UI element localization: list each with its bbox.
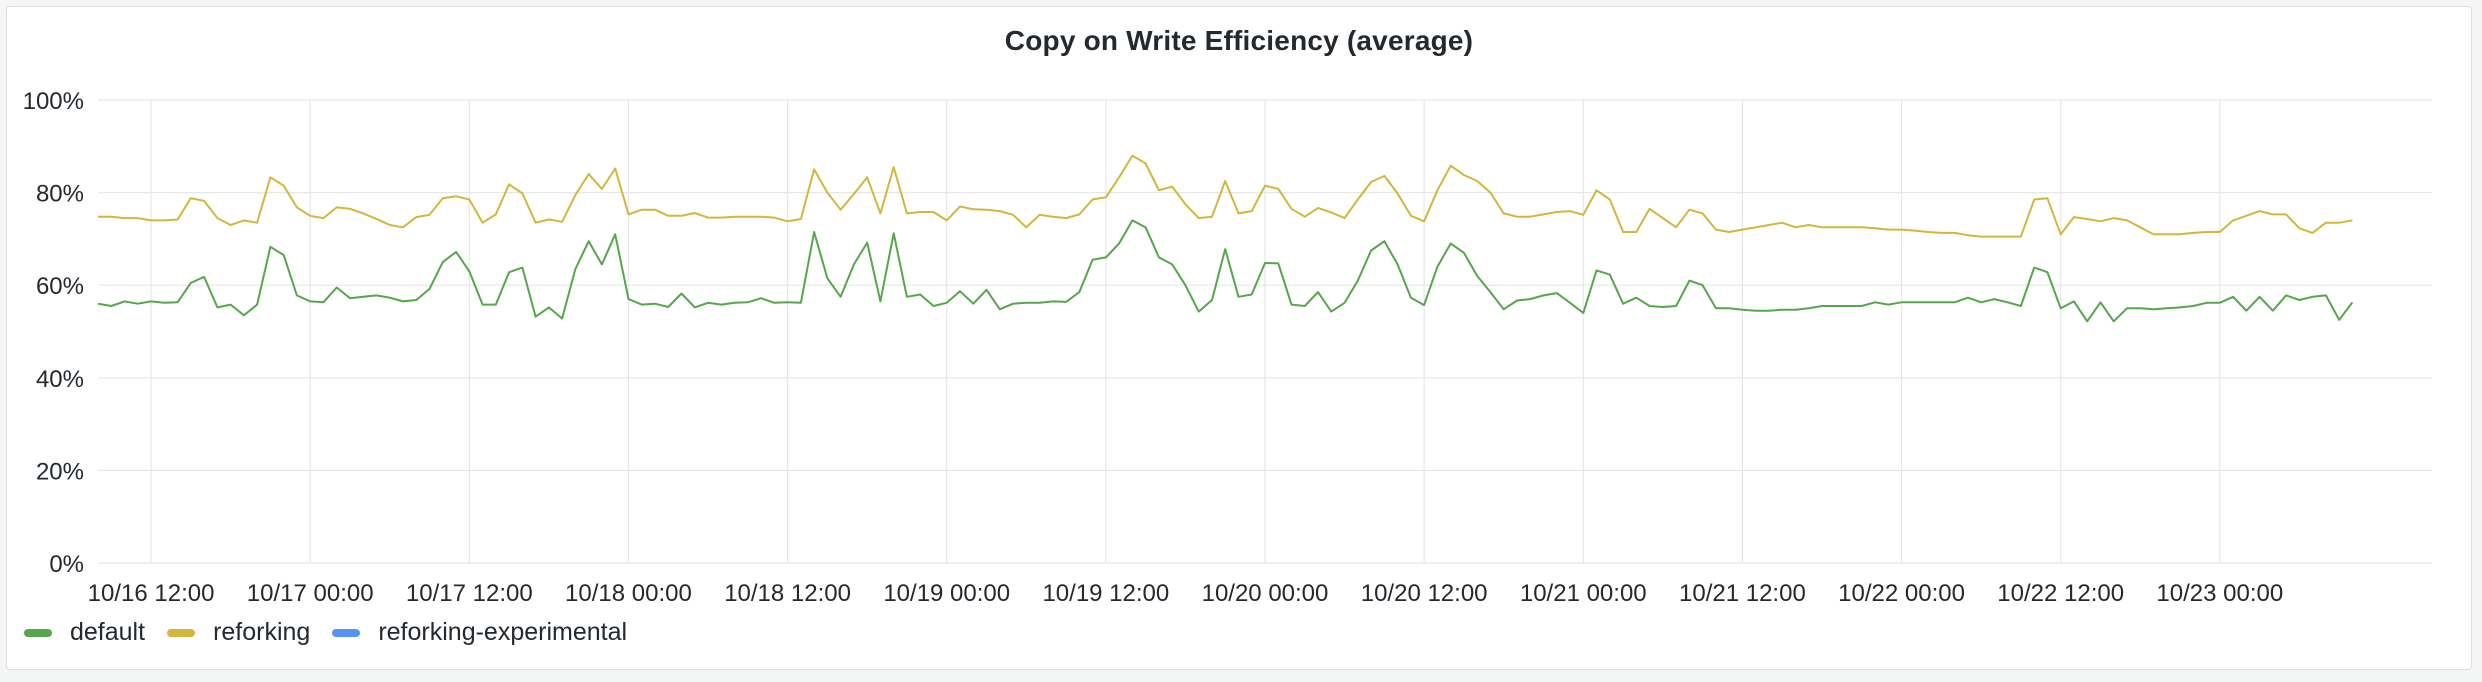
y-tick-label: 0% <box>49 551 84 578</box>
series-line-reforking <box>98 154 2353 238</box>
x-tick-label: 10/20 00:00 <box>1202 580 1329 607</box>
x-tick-label: 10/19 00:00 <box>883 580 1010 607</box>
y-tick-label: 20% <box>36 458 84 485</box>
legend-swatch <box>332 628 361 637</box>
x-tick-label: 10/23 00:00 <box>2156 580 2283 607</box>
y-tick-label: 40% <box>36 366 84 393</box>
x-tick-label: 10/20 12:00 <box>1361 580 1488 607</box>
legend-label: reforking-experimental <box>378 618 628 646</box>
legend-label: reforking <box>213 618 311 646</box>
series-line-default <box>97 219 2354 323</box>
legend: default reforking reforking-experimental <box>24 618 649 647</box>
y-tick-label: 100% <box>23 88 84 115</box>
x-tick-label: 10/17 12:00 <box>406 580 533 607</box>
legend-item-reforking-experimental[interactable]: reforking-experimental <box>332 618 627 647</box>
x-tick-label: 10/17 00:00 <box>247 580 374 607</box>
x-tick-label: 10/21 00:00 <box>1520 580 1647 607</box>
legend-swatch <box>24 628 52 637</box>
x-tick-label: 10/18 12:00 <box>724 580 851 607</box>
x-tick-label: 10/18 00:00 <box>565 580 692 607</box>
legend-item-default[interactable]: default <box>24 618 145 647</box>
legend-item-reforking[interactable]: reforking <box>167 618 310 647</box>
x-tick-label: 10/22 12:00 <box>1997 580 2124 607</box>
legend-swatch <box>167 628 196 637</box>
panel-title: Copy on Write Efficiency (average) <box>1004 25 1474 56</box>
y-tick-label: 80% <box>36 181 84 208</box>
x-tick-label: 10/22 00:00 <box>1838 580 1965 607</box>
x-tick-label: 10/21 12:00 <box>1679 580 1806 607</box>
x-tick-label: 10/16 12:00 <box>88 580 215 607</box>
y-tick-label: 60% <box>36 273 84 300</box>
x-tick-label: 10/19 12:00 <box>1042 580 1169 607</box>
legend-label: default <box>70 618 146 646</box>
